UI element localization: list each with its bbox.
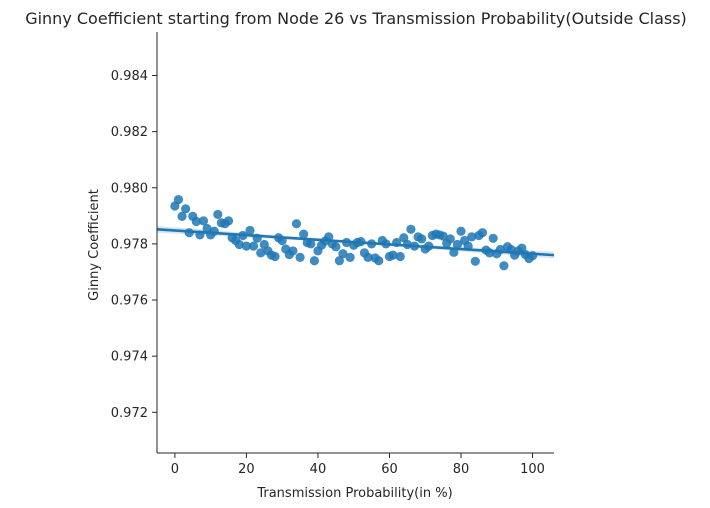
data-point [223,216,234,226]
data-point [245,225,255,236]
data-point [374,256,384,266]
data-point [417,234,427,244]
y-tick-label: 0.978 [111,237,148,252]
y-tick-label: 0.982 [111,125,148,140]
x-tick-label: 0 [171,462,179,477]
data-point [452,239,463,250]
regression-line [156,228,555,257]
data-point [198,216,209,226]
data-point [363,252,373,262]
data-point [173,194,184,205]
chart-title: Ginny Coefficient starting from Node 26 … [25,9,687,28]
data-point [406,224,416,234]
x-axis-label: Transmission Probability(in %) [256,486,452,501]
y-axis-label: Ginny Coefficient [87,189,102,301]
y-tick-label: 0.974 [111,350,148,365]
data-point [299,229,309,239]
y-tick-label: 0.984 [111,69,148,84]
x-ticks: 0 20 40 60 80 100 [171,453,545,477]
x-tick-label: 60 [381,462,398,477]
data-point [334,256,345,266]
data-point [213,209,223,220]
data-point [470,256,480,266]
data-point [288,246,298,256]
data-point [248,241,259,251]
y-tick-label: 0.972 [111,406,148,421]
y-tick-label: 0.980 [111,181,148,196]
data-point [477,228,488,238]
data-point [456,226,466,236]
x-tick-label: 40 [310,462,327,477]
data-point [345,252,355,262]
data-point [295,252,305,262]
data-point [234,239,244,250]
data-point [445,234,455,244]
data-point [499,261,509,271]
data-point [388,250,398,260]
data-point [181,204,191,214]
data-point [331,242,341,252]
data-point [291,219,302,229]
y-tick-label: 0.976 [111,294,148,309]
data-point [191,216,201,227]
data-point [256,248,266,258]
data-point [488,233,498,243]
data-point [306,239,316,249]
plot-area [156,194,555,271]
regression-layer [156,228,555,257]
data-point [438,231,448,241]
x-tick-label: 100 [520,462,545,477]
data-point [241,241,252,251]
data-point [395,251,405,262]
data-point [338,249,348,259]
data-point [177,211,187,221]
data-point [309,256,319,266]
data-point [467,232,477,242]
x-tick-label: 20 [238,462,255,477]
x-tick-label: 80 [453,462,470,477]
y-ticks: 0.972 0.974 0.976 0.978 0.980 0.982 0.984 [111,69,157,421]
data-point [399,233,409,243]
data-point [270,251,280,262]
